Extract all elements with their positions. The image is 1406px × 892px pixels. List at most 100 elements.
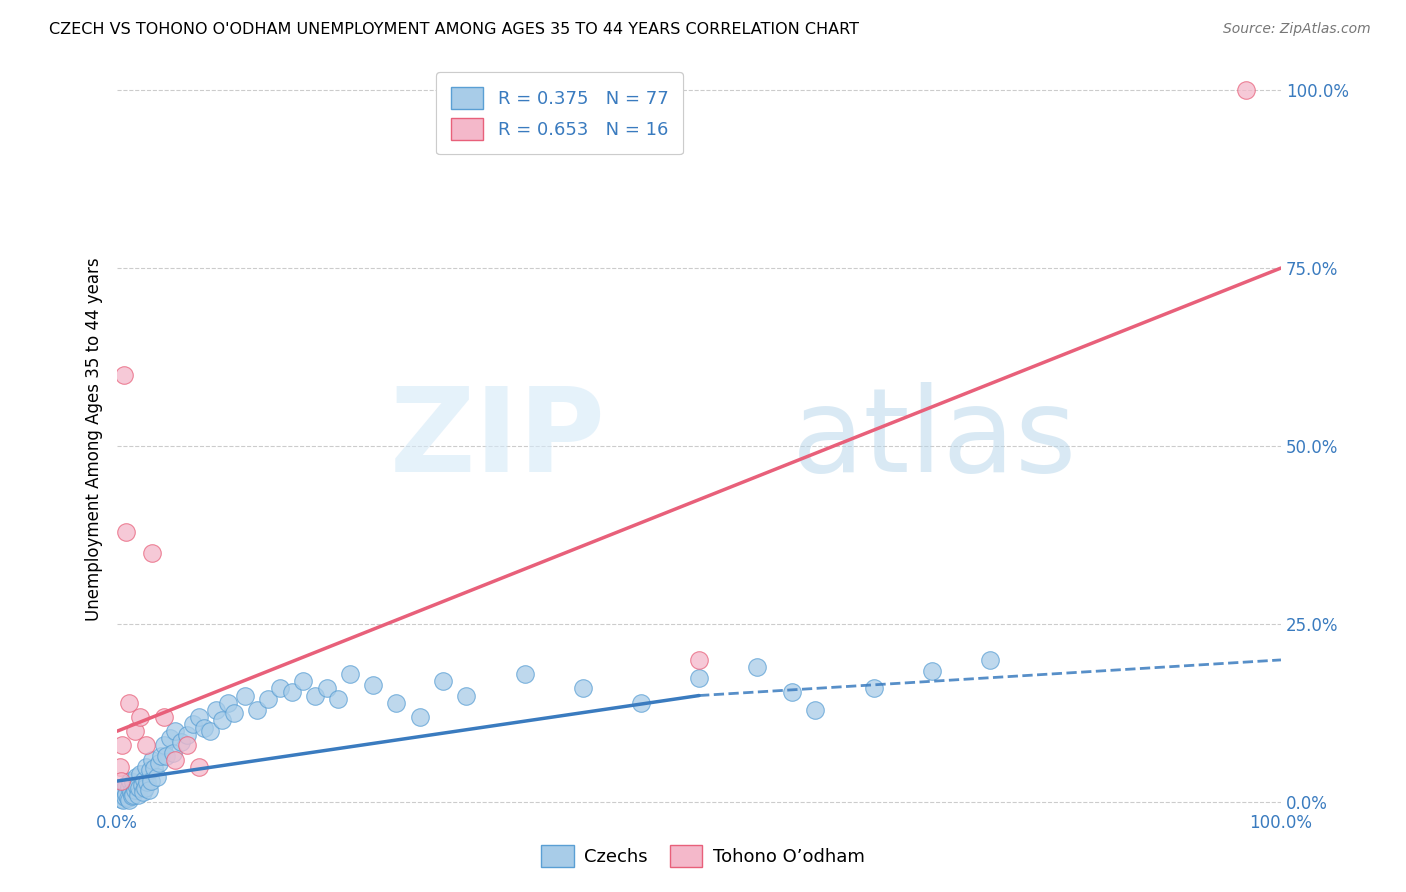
Point bbox=[804, 703, 827, 717]
Point bbox=[211, 714, 233, 728]
Point bbox=[139, 774, 162, 789]
Point bbox=[1234, 83, 1257, 97]
Point bbox=[115, 787, 138, 801]
Point bbox=[246, 703, 269, 717]
Point bbox=[409, 710, 432, 724]
Point bbox=[233, 689, 256, 703]
Text: atlas: atlas bbox=[792, 382, 1077, 497]
Point bbox=[111, 739, 134, 753]
Point bbox=[222, 706, 245, 721]
Point bbox=[141, 546, 163, 560]
Point bbox=[132, 785, 155, 799]
Point bbox=[134, 781, 156, 796]
Point bbox=[118, 774, 141, 789]
Point bbox=[257, 692, 280, 706]
Point bbox=[120, 785, 142, 799]
Point bbox=[111, 781, 134, 796]
Point bbox=[141, 753, 163, 767]
Point bbox=[152, 739, 174, 753]
Point bbox=[979, 653, 1001, 667]
Point bbox=[165, 724, 187, 739]
Point bbox=[281, 685, 304, 699]
Point bbox=[688, 671, 710, 685]
Point bbox=[112, 368, 135, 382]
Point bbox=[571, 681, 593, 696]
Point bbox=[176, 728, 198, 742]
Point bbox=[304, 689, 326, 703]
Point bbox=[150, 749, 173, 764]
Point bbox=[139, 764, 162, 778]
Point bbox=[155, 749, 177, 764]
Point bbox=[135, 760, 157, 774]
Point bbox=[780, 685, 803, 699]
Point bbox=[361, 678, 384, 692]
Y-axis label: Unemployment Among Ages 35 to 44 years: Unemployment Among Ages 35 to 44 years bbox=[86, 257, 103, 621]
Point bbox=[125, 780, 148, 794]
Point bbox=[124, 782, 146, 797]
Point bbox=[921, 664, 943, 678]
Legend: Czechs, Tohono O’odham: Czechs, Tohono O’odham bbox=[534, 838, 872, 874]
Point bbox=[121, 789, 143, 803]
Point bbox=[117, 791, 139, 805]
Point bbox=[129, 767, 152, 781]
Point bbox=[110, 774, 132, 789]
Point bbox=[162, 746, 184, 760]
Point bbox=[127, 789, 149, 803]
Point bbox=[118, 780, 141, 794]
Point bbox=[115, 778, 138, 792]
Point bbox=[148, 756, 170, 771]
Point bbox=[114, 789, 136, 804]
Point bbox=[159, 731, 181, 746]
Point bbox=[143, 761, 166, 775]
Point bbox=[122, 775, 145, 789]
Point bbox=[145, 771, 167, 785]
Point bbox=[269, 681, 291, 696]
Point bbox=[328, 692, 350, 706]
Point bbox=[456, 689, 478, 703]
Point bbox=[136, 775, 159, 789]
Point bbox=[165, 753, 187, 767]
Point bbox=[108, 760, 131, 774]
Point bbox=[747, 660, 769, 674]
Point bbox=[132, 772, 155, 787]
Point bbox=[339, 667, 361, 681]
Point bbox=[111, 793, 134, 807]
Point bbox=[135, 739, 157, 753]
Point bbox=[862, 681, 884, 696]
Point bbox=[122, 789, 145, 803]
Point bbox=[125, 771, 148, 785]
Point bbox=[131, 778, 153, 792]
Point bbox=[128, 781, 150, 796]
Text: ZIP: ZIP bbox=[389, 382, 606, 497]
Point bbox=[124, 724, 146, 739]
Point bbox=[176, 739, 198, 753]
Text: Source: ZipAtlas.com: Source: ZipAtlas.com bbox=[1223, 22, 1371, 37]
Point bbox=[193, 721, 215, 735]
Point bbox=[513, 667, 536, 681]
Point bbox=[111, 785, 134, 799]
Point bbox=[315, 681, 337, 696]
Point bbox=[200, 724, 222, 739]
Point bbox=[385, 696, 408, 710]
Point bbox=[129, 710, 152, 724]
Point bbox=[118, 696, 141, 710]
Point bbox=[115, 524, 138, 539]
Point bbox=[138, 782, 160, 797]
Point bbox=[112, 782, 135, 797]
Point bbox=[152, 710, 174, 724]
Point bbox=[187, 710, 209, 724]
Point bbox=[108, 789, 131, 803]
Point bbox=[118, 792, 141, 806]
Point bbox=[110, 792, 132, 806]
Point bbox=[630, 696, 652, 710]
Point bbox=[292, 674, 315, 689]
Text: CZECH VS TOHONO O'ODHAM UNEMPLOYMENT AMONG AGES 35 TO 44 YEARS CORRELATION CHART: CZECH VS TOHONO O'ODHAM UNEMPLOYMENT AMO… bbox=[49, 22, 859, 37]
Point bbox=[181, 717, 204, 731]
Point bbox=[688, 653, 710, 667]
Point bbox=[170, 735, 193, 749]
Legend: R = 0.375   N = 77, R = 0.653   N = 16: R = 0.375 N = 77, R = 0.653 N = 16 bbox=[436, 72, 683, 154]
Point bbox=[205, 703, 228, 717]
Point bbox=[432, 674, 454, 689]
Point bbox=[187, 760, 209, 774]
Point bbox=[217, 696, 239, 710]
